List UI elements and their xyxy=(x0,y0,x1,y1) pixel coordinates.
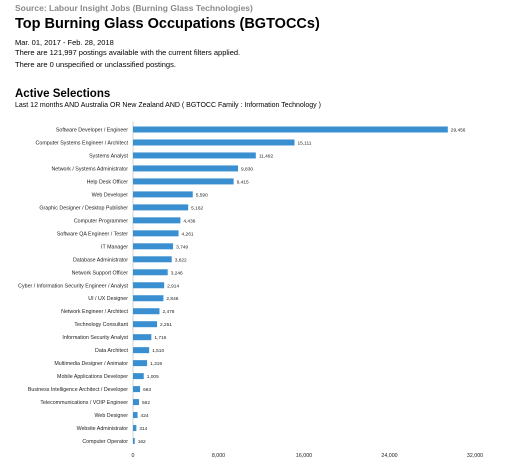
category-label: Information Security Analyst xyxy=(62,335,128,341)
value-label: 562 xyxy=(142,400,150,406)
bar xyxy=(133,321,158,328)
value-label: 4,436 xyxy=(183,218,195,224)
category-label: Telecommunications / VOIP Engineer xyxy=(40,400,128,406)
x-tick-label: 16,000 xyxy=(296,453,312,459)
category-label: Business Intelligence Architect / Develo… xyxy=(28,387,128,393)
value-label: 3,622 xyxy=(175,257,187,263)
category-label: Multimedia Designer / Animator xyxy=(54,361,128,367)
bar xyxy=(133,412,138,419)
page-title: Top Burning Glass Occupations (BGTOCCs) xyxy=(15,16,320,32)
category-label: Web Designer xyxy=(95,413,129,419)
value-label: 11,492 xyxy=(259,153,274,159)
category-label: Data Architect xyxy=(95,348,129,354)
value-label: 1,510 xyxy=(152,348,164,354)
value-label: 2,251 xyxy=(160,322,172,328)
x-tick-label: 8,000 xyxy=(212,453,225,459)
category-label: Technology Consultant xyxy=(74,322,128,328)
value-label: 2,478 xyxy=(162,309,174,315)
bar xyxy=(133,243,174,250)
bar xyxy=(133,399,140,406)
bar xyxy=(133,191,193,198)
bar xyxy=(133,165,239,172)
source-note: Source: Labour Insight Jobs (Burning Gla… xyxy=(15,3,253,13)
category-label: Cyber / Information Security Engineer / … xyxy=(18,283,128,289)
active-selections-title: Active Selections xyxy=(15,88,111,100)
category-label: Help Desk Officer xyxy=(87,179,129,185)
bar xyxy=(133,334,152,341)
value-label: 162 xyxy=(138,439,146,445)
category-label: Network Engineer / Architect xyxy=(61,309,128,315)
active-filter-text: Last 12 months AND Australia OR New Zeal… xyxy=(15,102,321,109)
bar xyxy=(133,217,181,224)
value-label: 2,914 xyxy=(167,283,179,289)
bar xyxy=(133,139,295,146)
value-label: 9,830 xyxy=(241,166,253,172)
category-label: Software Developer / Engineer xyxy=(56,128,128,134)
bar xyxy=(133,347,150,354)
bar xyxy=(133,126,448,133)
bar xyxy=(133,386,141,393)
category-label: Web Developer xyxy=(92,192,129,198)
category-label: Network / Systems Administrator xyxy=(51,166,128,172)
value-label: 424 xyxy=(141,413,149,419)
bar xyxy=(133,178,234,185)
bar xyxy=(133,282,165,289)
category-label: Graphic Designer / Desktop Publisher xyxy=(39,205,128,211)
value-label: 2,846 xyxy=(166,296,178,302)
postings-count-note: There are 121,997 postings available wit… xyxy=(15,48,241,57)
value-label: 3,749 xyxy=(176,244,188,250)
category-label: IT Manager xyxy=(101,244,128,250)
bar xyxy=(133,230,179,237)
category-label: Database Administrator xyxy=(73,257,128,263)
bar xyxy=(133,425,137,432)
bar xyxy=(133,438,135,445)
bar xyxy=(133,373,144,380)
bar xyxy=(133,204,189,211)
bar xyxy=(133,308,160,315)
value-label: 314 xyxy=(139,426,147,432)
value-label: 29,456 xyxy=(451,128,466,134)
value-label: 4,261 xyxy=(182,231,194,237)
value-label: 663 xyxy=(143,387,151,393)
category-label: Systems Analyst xyxy=(89,153,128,159)
category-label: Computer Programmer xyxy=(74,218,128,224)
bar xyxy=(133,360,148,367)
bar xyxy=(133,152,256,159)
category-label: Software QA Engineer / Tester xyxy=(57,231,128,237)
x-tick-label: 24,000 xyxy=(381,453,397,459)
category-label: Mobile Applications Developer xyxy=(57,374,128,380)
bar xyxy=(133,256,172,263)
category-label: Computer Operator xyxy=(82,439,128,445)
value-label: 15,111 xyxy=(297,140,311,146)
value-label: 1,319 xyxy=(150,361,162,367)
category-label: Website Administrator xyxy=(77,426,129,432)
unclassified-note: There are 0 unspecified or unclassified … xyxy=(15,60,176,69)
bar xyxy=(133,269,168,276)
value-label: 9,415 xyxy=(237,179,249,185)
date-range: Mar. 01, 2017 - Feb. 28, 2018 xyxy=(15,38,114,47)
category-label: Network Support Officer xyxy=(72,270,129,276)
value-label: 3,246 xyxy=(171,270,183,276)
value-label: 5,590 xyxy=(196,192,208,198)
category-label: Computer Systems Engineer / Architect xyxy=(36,140,129,146)
value-label: 1,716 xyxy=(154,335,166,341)
value-label: 1,005 xyxy=(147,374,159,380)
value-label: 5,162 xyxy=(191,205,203,211)
x-tick-label: 32,000 xyxy=(467,453,483,459)
bar xyxy=(133,295,164,302)
category-label: UI / UX Designer xyxy=(88,296,128,302)
x-tick-label: 0 xyxy=(132,453,135,459)
